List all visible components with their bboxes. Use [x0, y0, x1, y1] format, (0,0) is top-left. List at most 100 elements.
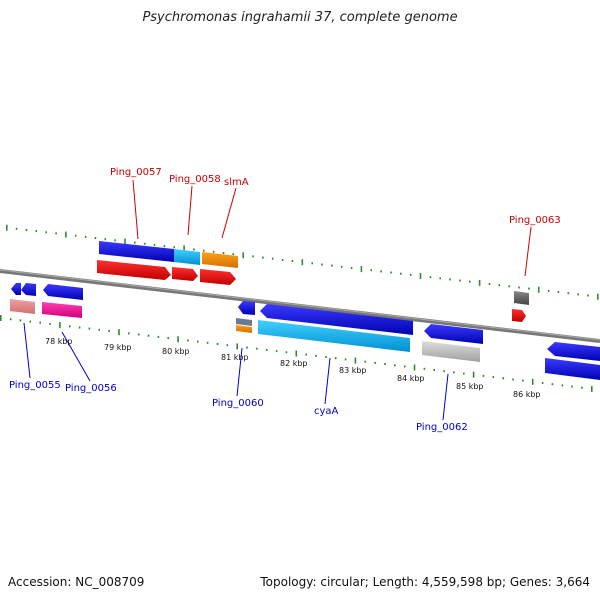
upper-ruler-dot [232, 253, 235, 256]
upper-ruler-dot [163, 245, 166, 248]
gene-ping-0055-arrow-a[interactable] [11, 283, 21, 295]
genome-backbone [0, 269, 600, 343]
label-ping-0063[interactable]: Ping_0063 [509, 215, 561, 226]
label-ping-0062[interactable]: Ping_0062 [416, 422, 468, 433]
lower-ruler-dot [206, 341, 209, 344]
ruler-label-86: 86 kbp [513, 390, 541, 399]
label-ping-0056[interactable]: Ping_0056 [65, 383, 117, 394]
lower-ruler-dot [561, 384, 564, 387]
label-ping-0060[interactable]: Ping_0060 [212, 398, 264, 409]
gene-ping-0057-row1[interactable] [99, 241, 174, 262]
gene-ping-0058-row1[interactable] [174, 249, 200, 265]
lower-ruler-dot [216, 343, 219, 345]
lower-ruler-dot [541, 382, 544, 384]
gene-cyaa-row1[interactable] [260, 304, 413, 335]
gene-ping-0062[interactable] [422, 341, 480, 362]
gene-ping-0055-arrow-b[interactable] [21, 283, 36, 296]
lower-ruler-dot [463, 372, 465, 375]
upper-ruler-dot [321, 263, 323, 266]
gene-slma-row1[interactable] [202, 252, 238, 268]
reverse-genes [10, 283, 600, 380]
lower-ruler-major-tick [295, 350, 298, 357]
upper-ruler-dot [262, 256, 264, 259]
upper-ruler-dot [212, 250, 215, 253]
lower-ruler-dot [512, 378, 514, 381]
gene-slma[interactable] [200, 269, 236, 285]
lower-ruler-dot [453, 371, 455, 374]
label-cyaa[interactable]: cyaA [314, 406, 339, 417]
lower-ruler-dot [581, 386, 583, 389]
lower-ruler-dot [374, 361, 376, 364]
gene-edge-row1[interactable] [547, 342, 600, 361]
gene-ping-0063[interactable] [512, 309, 526, 322]
lower-ruler-dot [364, 360, 367, 363]
lower-ruler-major-tick [413, 364, 416, 371]
upper-ruler-dot [55, 232, 57, 235]
gene-ping-0063-row1[interactable] [514, 291, 529, 305]
lower-ruler-dot [571, 385, 573, 388]
upper-ruler-dot [390, 271, 392, 274]
upper-ruler-dot [459, 279, 461, 282]
gene-ping-0060-a[interactable] [236, 318, 252, 326]
ruler-labels: 78 kbp 79 kbp 80 kbp 81 kbp 82 kbp 83 kb… [45, 337, 541, 399]
upper-ruler-dot [114, 239, 116, 242]
reverse-labels: Ping_0055 Ping_0056 Ping_0060 cyaA Ping_… [9, 322, 468, 433]
label-ping-0057[interactable]: Ping_0057 [110, 167, 162, 178]
lower-ruler-dot [394, 364, 396, 367]
lower-ruler-dot [49, 322, 51, 325]
ruler-label-84: 84 kbp [397, 374, 425, 383]
lower-ruler-dot [433, 369, 435, 371]
gene-ping-0058[interactable] [172, 267, 198, 281]
lower-ruler-major-tick [591, 385, 593, 392]
gene-edge-row2[interactable] [545, 358, 600, 380]
label-ping-0055[interactable]: Ping_0055 [9, 380, 61, 391]
gene-ping-0060[interactable] [236, 325, 252, 333]
leader-ping-0056 [61, 331, 91, 382]
lower-ruler-dot [147, 334, 150, 337]
gene-ping-0056[interactable] [42, 302, 82, 318]
upper-ruler-dot [84, 235, 87, 238]
lower-ruler-dot [137, 333, 140, 336]
label-ping-0058[interactable]: Ping_0058 [169, 174, 221, 185]
label-slma[interactable]: slmA [224, 177, 249, 188]
upper-ruler-dot [143, 242, 146, 245]
lower-ruler-dot [522, 379, 524, 382]
lower-ruler-dot [226, 344, 229, 347]
gene-ping-0055[interactable] [10, 299, 35, 314]
gene-ping-0057[interactable] [97, 260, 171, 280]
upper-ruler-major-tick [419, 273, 422, 279]
upper-ruler-dot [25, 229, 28, 231]
gene-ping-0062-row1[interactable] [424, 324, 483, 344]
leader-ping-0063 [524, 226, 532, 277]
upper-ruler-dot [15, 227, 18, 230]
gene-ping-0056-row1[interactable] [43, 284, 83, 300]
upper-ruler-dot [94, 237, 97, 239]
genome-summary-text: Topology: circular; Length: 4,559,598 bp… [260, 575, 590, 589]
upper-ruler-dot [134, 241, 136, 244]
leader-ping-0062 [442, 373, 449, 421]
lower-ruler-major-tick [59, 322, 61, 329]
lower-ruler-dot [9, 318, 12, 321]
gene-ping-0060-row1[interactable] [238, 301, 255, 315]
lower-ruler-dot [551, 383, 554, 386]
upper-ruler-dot [587, 294, 589, 297]
upper-ruler-dot [498, 284, 501, 287]
lower-ruler-dot [275, 350, 278, 353]
upper-ruler-dot [203, 249, 205, 252]
ruler-label-82: 82 kbp [280, 359, 308, 368]
gene-cyaa[interactable] [258, 320, 410, 352]
lower-ruler-major-tick [472, 371, 475, 378]
forward-genes [97, 241, 529, 322]
upper-ruler-dot [45, 231, 47, 234]
lower-ruler-dot [128, 332, 130, 335]
upper-ruler-dot [469, 280, 471, 283]
lower-ruler-dot [98, 328, 101, 331]
upper-ruler-major-tick [360, 266, 363, 273]
lower-ruler-dot [305, 353, 307, 356]
lower-ruler-dot [29, 320, 32, 323]
upper-ruler-dot [311, 262, 313, 265]
leader-slma [221, 187, 237, 239]
upper-ruler-dot [104, 238, 107, 241]
lower-ruler-dot [443, 370, 445, 373]
